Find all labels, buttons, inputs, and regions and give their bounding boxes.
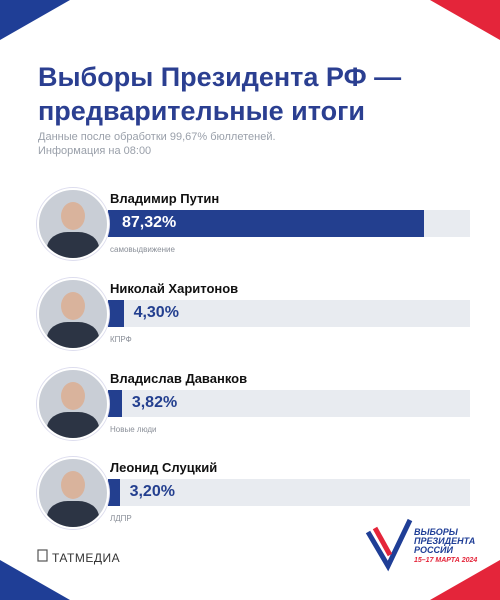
bar [108,479,120,506]
logo-check [365,518,413,572]
brand-icon [37,549,48,562]
party: ЛДПР [110,514,132,523]
bar-track [108,390,470,417]
photo-body [47,322,99,348]
subtitle: Данные после обработки 99,67% бюллетеней… [38,131,276,143]
logo-line: ПРЕЗИДЕНТА [414,536,476,546]
photo-head [61,292,85,320]
candidate-name: Николай Харитонов [110,281,239,296]
candidate-photo [37,278,109,350]
logo-line: РОССИИ [414,545,453,555]
logo-dates: 15–17 МАРТА 2024 [414,557,478,564]
candidate-name: Владимир Путин [110,191,220,206]
party: КПРФ [110,335,132,344]
corner-stripe [0,560,70,600]
logo-line: ВЫБОРЫ [414,527,458,537]
corner-stripe [430,560,500,600]
corner-stripe [0,0,70,40]
photo-head [61,382,85,410]
candidate-photo [37,368,109,440]
photo-body [47,501,99,527]
bar [108,390,122,417]
party: самовыдвижение [110,245,175,254]
bar [108,300,124,327]
brand: ТАТМЕДИА [52,551,121,565]
candidate-name: Владислав Даванков [110,371,248,386]
candidate-photo [37,188,109,260]
logo-check [372,526,393,557]
photo-body [47,232,99,258]
bar-track [108,300,470,327]
candidate-photo [37,457,109,529]
value-label: 3,82% [131,394,178,411]
photo-head [61,471,85,499]
photo-head [61,202,85,230]
bar [108,210,425,237]
candidate-name: Леонид Слуцкий [110,460,218,475]
value-label: 4,30% [133,304,179,321]
chart-title: Выборы Президента РФ — предварительные и… [38,62,402,126]
note: Информация на 08:00 [38,145,152,157]
value-label: 87,32% [122,214,177,231]
photo-body [47,412,99,438]
corner-stripe [430,0,500,40]
party: Новые люди [110,425,157,434]
value-label: 3,20% [129,483,175,500]
bar-track [108,479,470,506]
logo-text: ВЫБОРЫ ПРЕЗИДЕНТА РОССИИ 15–17 МАРТА 202… [414,528,477,565]
